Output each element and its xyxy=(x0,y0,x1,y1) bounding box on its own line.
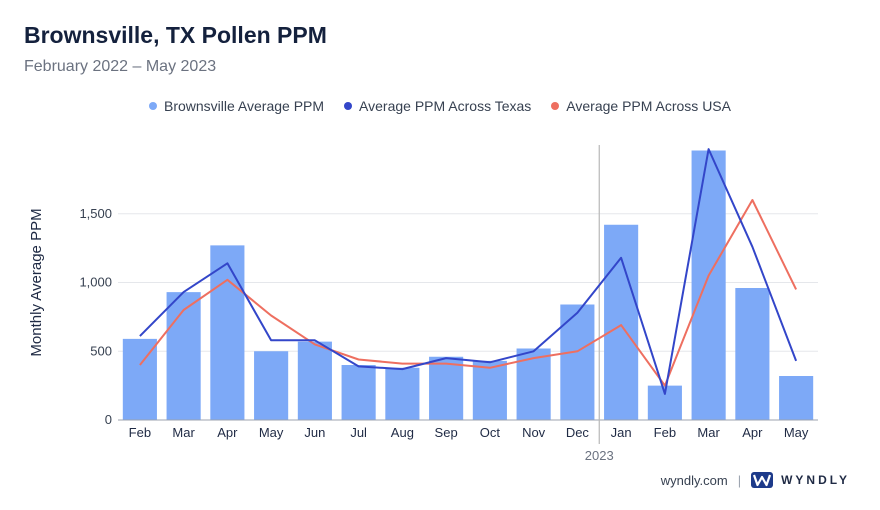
x-tick-label: Jun xyxy=(304,425,325,440)
legend-item-texas[interactable]: Average PPM Across Texas xyxy=(344,98,531,114)
bar xyxy=(385,367,420,420)
footer: wyndly.com | WYNDLY xyxy=(661,472,850,488)
texas-line xyxy=(139,148,798,395)
legend-marker-texas xyxy=(344,102,353,110)
y-tick-label: 500 xyxy=(90,343,112,358)
bar xyxy=(604,224,639,420)
chart-title: Brownsville, TX Pollen PPM xyxy=(24,22,327,48)
y-tick-label: 1,500 xyxy=(79,206,112,221)
bar xyxy=(516,348,551,420)
legend-label-usa: Average PPM Across USA xyxy=(566,98,731,114)
wyndly-logo-icon xyxy=(751,472,774,488)
x-tick-label: Mar xyxy=(697,425,720,440)
legend-label-brownsville: Brownsville Average PPM xyxy=(164,98,325,114)
legend-item-usa[interactable]: Average PPM Across USA xyxy=(551,98,731,114)
bar xyxy=(779,376,814,420)
x-tick-label: Aug xyxy=(391,425,414,440)
bar xyxy=(560,304,595,420)
x-tick-label: Sep xyxy=(435,425,458,440)
chart-legend: Brownsville Average PPM Average PPM Acro… xyxy=(0,98,880,114)
bar xyxy=(691,150,726,420)
legend-marker-usa xyxy=(551,102,560,110)
x-tick-label: Jul xyxy=(350,425,367,440)
footer-site-link[interactable]: wyndly.com xyxy=(660,472,728,488)
x-tick-label: Apr xyxy=(742,425,763,440)
bar xyxy=(254,351,289,420)
x-tick-label: Apr xyxy=(217,425,238,440)
x-tick-label: Jan xyxy=(611,425,632,440)
x-tick-label: Dec xyxy=(566,425,590,440)
legend-marker-brownsville xyxy=(149,102,157,110)
x-tick-label: Oct xyxy=(480,425,501,440)
footer-separator: | xyxy=(737,472,742,488)
bar xyxy=(429,356,464,420)
x-tick-label: Nov xyxy=(522,425,546,440)
brand-name: WYNDLY xyxy=(781,473,850,487)
y-axis-label: Monthly Average PPM xyxy=(28,208,45,356)
brand: WYNDLY xyxy=(751,472,850,488)
bar xyxy=(472,360,507,420)
bar xyxy=(735,288,770,420)
x-tick-label: Mar xyxy=(172,425,195,440)
legend-item-brownsville[interactable]: Brownsville Average PPM xyxy=(149,98,324,114)
x-tick-label: May xyxy=(259,425,284,440)
x-tick-label: Feb xyxy=(129,425,151,440)
x-tick-label: Feb xyxy=(654,425,676,440)
x-tick-label: May xyxy=(784,425,809,440)
y-tick-label: 0 xyxy=(105,412,112,427)
legend-label-texas: Average PPM Across Texas xyxy=(359,98,532,114)
y-tick-label: 1,000 xyxy=(79,275,112,290)
bar xyxy=(210,245,245,420)
year-label: 2023 xyxy=(585,448,614,463)
bar xyxy=(297,341,332,420)
bar xyxy=(166,292,201,420)
bar xyxy=(122,338,157,420)
bar xyxy=(341,365,376,420)
usa-line xyxy=(139,199,797,387)
chart-subtitle: February 2022 – May 2023 xyxy=(24,58,217,75)
